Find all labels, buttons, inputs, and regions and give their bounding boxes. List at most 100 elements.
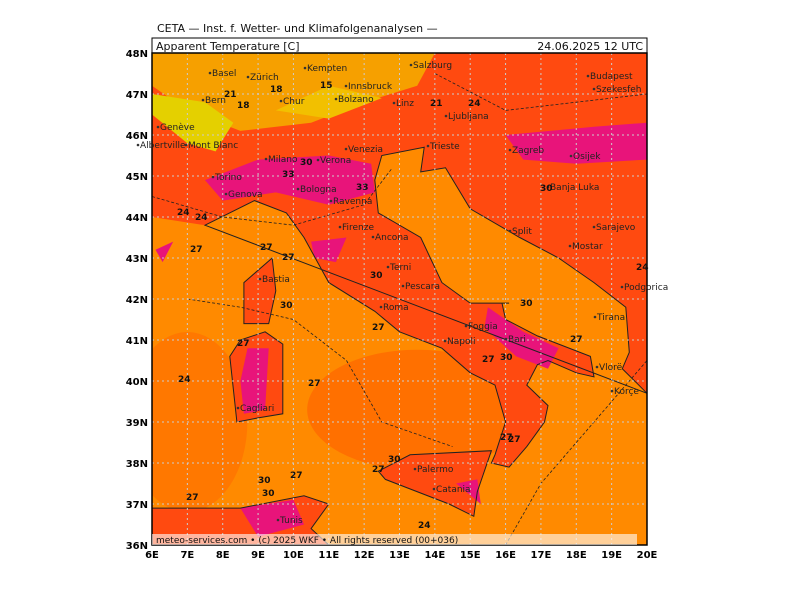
city-label: Palermo (417, 465, 454, 475)
contour-label: 24 (468, 99, 481, 109)
lon-label: 15E (460, 550, 481, 561)
lon-label: 19E (601, 550, 622, 561)
city-marker (432, 487, 436, 491)
city-marker (264, 157, 268, 161)
warm-sea (307, 349, 528, 470)
lat-label: 44N (126, 213, 148, 224)
hot-zone (484, 307, 559, 369)
city-label: Terni (389, 263, 411, 273)
city-marker (211, 175, 215, 179)
lon-label: 13E (389, 550, 410, 561)
lat-label: 47N (126, 90, 148, 101)
lon-label: 6E (145, 550, 159, 561)
lon-label: 18E (566, 550, 587, 561)
city-label: Banja Luka (550, 183, 599, 193)
contour-label: 27 (372, 465, 385, 475)
city-label: Cagliari (240, 404, 274, 414)
city-label: Mont Blanc (188, 141, 238, 151)
cool-zone (152, 53, 435, 131)
city-marker (443, 339, 447, 343)
city-label: Podgorica (624, 283, 668, 293)
city-marker (379, 305, 383, 309)
coast (152, 495, 330, 545)
contour-label: 27 (308, 379, 321, 389)
lat-label: 40N (126, 377, 148, 388)
city-marker (184, 143, 188, 147)
city-label: Trieste (429, 142, 460, 152)
lat-label: 48N (126, 49, 148, 60)
lon-label: 14E (424, 550, 445, 561)
city-label: Zagreb (512, 146, 544, 156)
lat-label: 41N (126, 336, 148, 347)
city-marker (208, 71, 212, 75)
city-marker (276, 518, 280, 522)
cold-zone (275, 85, 382, 119)
lon-label: 8E (216, 550, 230, 561)
city-marker (546, 185, 550, 189)
city-label: Szekesfeh (596, 85, 642, 95)
city-label: Mostar (572, 242, 603, 252)
city-marker (316, 158, 320, 162)
contour-label: 27 (482, 355, 495, 365)
city-label: Vlorë (599, 363, 623, 373)
city-label: Bern (205, 96, 226, 106)
city-label: Tirana (596, 313, 625, 323)
contour-label: 15 (320, 81, 333, 91)
city-marker (334, 97, 338, 101)
hot-zone (205, 155, 375, 205)
city-marker (371, 235, 375, 239)
city-label: Genève (160, 122, 195, 133)
lat-label: 38N (126, 459, 148, 470)
contour-label: 21 (430, 99, 443, 109)
city-marker (569, 154, 573, 158)
city-marker (620, 285, 624, 289)
contour-label: 33 (356, 183, 369, 193)
city-label: Pescara (405, 282, 440, 292)
city-label: Zürich (250, 73, 279, 83)
city-label: Verona (320, 156, 351, 166)
footer: meteo-services.com • (c) 2025 WKF • All … (156, 536, 458, 546)
contour-label: 27 (372, 323, 385, 333)
lat-label: 45N (126, 172, 148, 183)
city-label: Split (512, 227, 532, 237)
city-marker (338, 225, 342, 229)
lon-label: 7E (180, 550, 194, 561)
contour (505, 360, 647, 545)
city-marker (246, 75, 250, 79)
city-label: Bastia (262, 275, 290, 285)
city-marker (592, 225, 596, 229)
temperature-field (152, 53, 647, 545)
contour-label: 30 (520, 299, 533, 309)
contour-label: 30 (300, 158, 313, 168)
contour-label: 18 (270, 85, 283, 95)
city-marker (296, 187, 300, 191)
city-marker (392, 101, 396, 105)
contour-label: 27 (260, 243, 273, 253)
lat-label: 43N (126, 254, 148, 265)
city-marker (568, 244, 572, 248)
lat-label: 42N (126, 295, 148, 306)
city-marker (201, 98, 205, 102)
city-marker (156, 125, 160, 129)
city-label: Bari (508, 335, 526, 345)
contour-label: 30 (280, 301, 293, 311)
city-marker (279, 99, 283, 103)
contour-label: 27 (570, 335, 583, 345)
city-marker (224, 192, 228, 196)
city-marker (386, 265, 390, 269)
city-label: Korçe (614, 387, 639, 397)
city-label: Milano (268, 155, 298, 165)
map-title: Apparent Temperature [C] (156, 40, 300, 53)
city-label: Sarajevo (596, 223, 636, 233)
city-marker (409, 63, 413, 67)
contour-label: 30 (370, 271, 383, 281)
contour-label: 21 (224, 90, 237, 100)
city-marker (508, 148, 512, 152)
lon-label: 9E (251, 550, 265, 561)
footer-box (152, 534, 637, 545)
contour-label: 30 (388, 455, 401, 465)
lon-label: 11E (318, 550, 339, 561)
city-label: Catania (436, 485, 471, 495)
city-label: Linz (396, 99, 414, 109)
